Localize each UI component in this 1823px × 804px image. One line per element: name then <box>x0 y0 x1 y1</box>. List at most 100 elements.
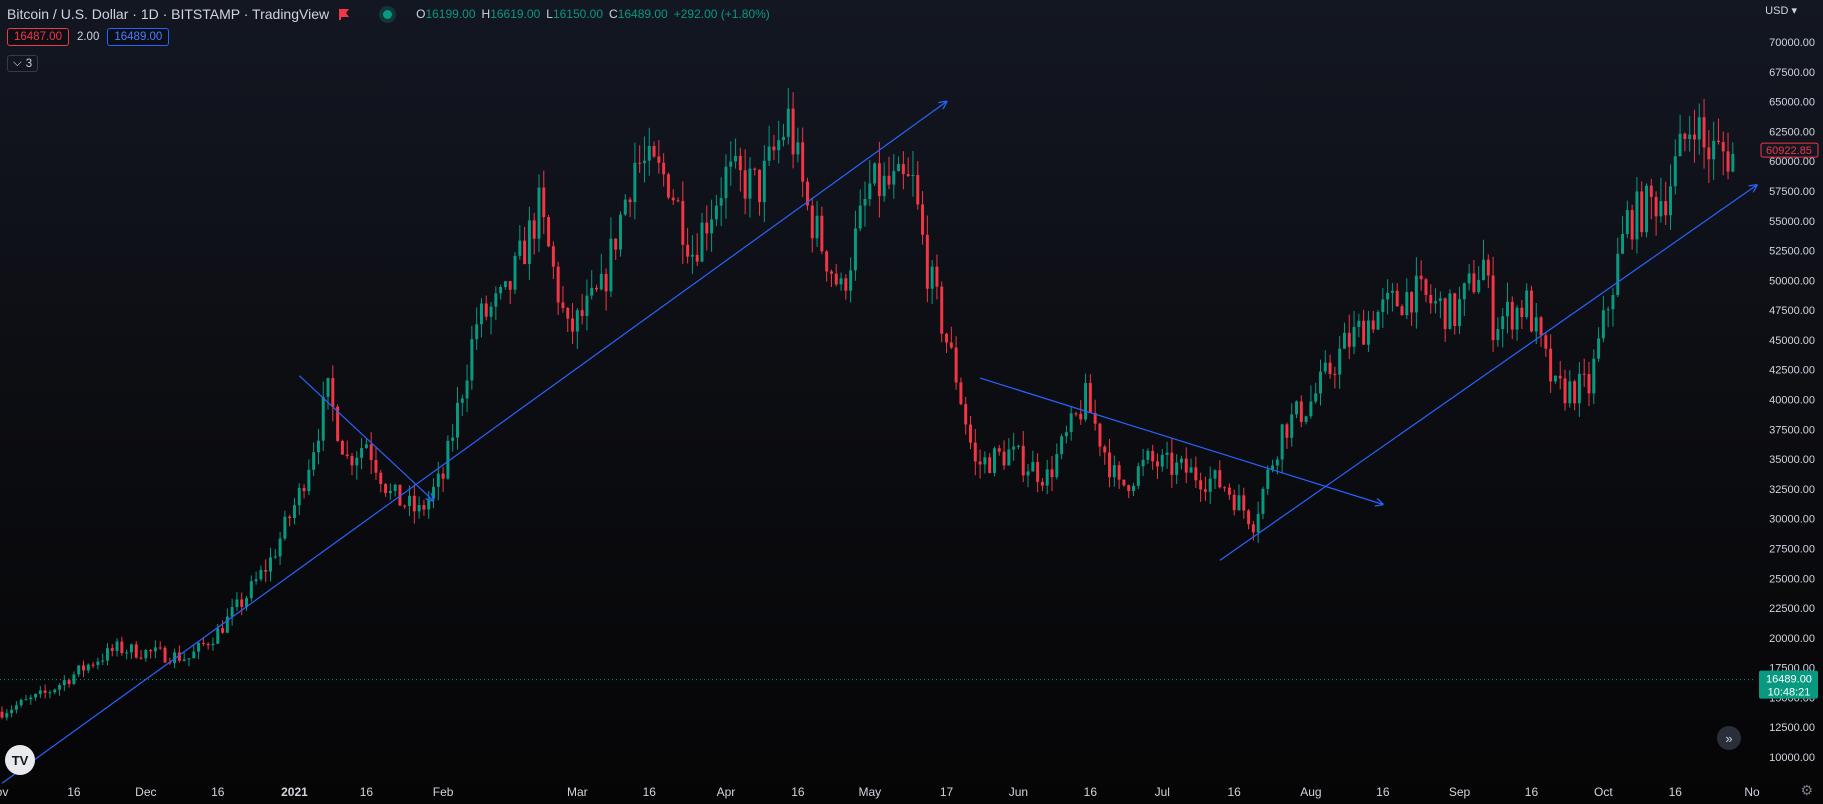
candle-body <box>969 424 972 443</box>
candle-body <box>168 662 172 664</box>
candle-body <box>1223 487 1227 489</box>
candle-body <box>1136 466 1140 486</box>
candle-body <box>1031 462 1035 472</box>
candle-body <box>216 628 220 644</box>
candle-body <box>671 197 675 201</box>
candle-body <box>1319 371 1322 394</box>
candle-body <box>992 448 996 473</box>
sell-button[interactable]: 16487.00 <box>7 28 69 46</box>
candle-body <box>427 498 431 510</box>
y-tick-label: 52500.00 <box>1769 246 1815 258</box>
current-price-label: 16489.00 <box>1766 674 1812 686</box>
candle-body <box>1525 290 1529 318</box>
x-tick-label: No <box>1744 785 1760 799</box>
y-tick-label: 40000.00 <box>1769 395 1815 407</box>
y-tick-label: 22500.00 <box>1769 603 1815 615</box>
candle-body <box>681 201 685 245</box>
candle-body <box>1443 298 1447 330</box>
candle-body <box>1117 465 1121 480</box>
candle-body <box>1108 452 1112 478</box>
scroll-to-realtime-button[interactable]: » <box>1717 726 1741 750</box>
candle-body <box>825 251 829 272</box>
candle-body <box>321 396 325 441</box>
candle-body <box>997 448 1001 452</box>
candle-body <box>1400 306 1404 316</box>
candle-body <box>336 406 340 441</box>
candle-body <box>499 287 503 294</box>
candle-body <box>1448 293 1452 330</box>
candle-body <box>1218 470 1222 488</box>
x-tick-label: 16 <box>791 785 805 799</box>
candle-body <box>585 295 589 317</box>
candle-body <box>417 505 421 512</box>
candle-body <box>1112 465 1116 478</box>
candle-body <box>254 579 258 582</box>
candle-body <box>1007 449 1011 466</box>
candle-body <box>1467 273 1471 284</box>
y-tick-label: 50000.00 <box>1769 275 1815 287</box>
candle-body <box>940 286 944 334</box>
change-value: +292.00 (+1.80%) <box>673 7 770 21</box>
candle-body <box>1692 134 1696 140</box>
candle-body <box>983 457 987 465</box>
candle-body <box>1098 423 1102 447</box>
candle-body <box>815 215 819 239</box>
candle-body <box>360 448 364 458</box>
candle-body <box>1084 382 1088 420</box>
candle-body <box>614 238 618 250</box>
candle-body <box>724 166 728 199</box>
currency-select[interactable]: USD ▾ <box>1765 5 1797 17</box>
candle-body <box>1079 413 1083 420</box>
candle-body <box>1357 320 1361 327</box>
candle-body <box>1012 446 1016 450</box>
candle-body <box>1347 332 1351 347</box>
candle-body <box>1040 481 1044 486</box>
candle-body <box>412 495 416 512</box>
candle-body <box>77 665 81 675</box>
candle-body <box>129 644 133 653</box>
candle-body <box>1376 311 1380 330</box>
candle-body <box>134 644 138 658</box>
symbol-header: Bitcoin / U.S. Dollar · 1D · BITSTAMP · … <box>7 4 770 24</box>
tradingview-logo-icon[interactable]: TV <box>5 745 35 775</box>
candle-body <box>211 643 215 646</box>
current-price-badge <box>1759 670 1818 699</box>
candle-body <box>441 473 445 479</box>
symbol-title[interactable]: Bitcoin / U.S. Dollar · 1D · BITSTAMP · … <box>7 6 330 22</box>
candle-body <box>801 142 805 182</box>
candle-body <box>422 505 426 510</box>
buy-button[interactable]: 16489.00 <box>107 28 170 46</box>
candle-body <box>556 266 560 303</box>
candle-body <box>666 174 670 198</box>
candle-body <box>1251 524 1255 533</box>
gear-icon[interactable]: ⚙ <box>1800 782 1813 798</box>
candle-body <box>1016 445 1020 447</box>
candle-body <box>1179 458 1183 463</box>
candle-body <box>269 557 272 572</box>
candle-body <box>1314 393 1318 402</box>
y-tick-label: 60000.00 <box>1769 156 1815 168</box>
candle-body <box>1410 292 1414 313</box>
candle-body <box>897 163 901 171</box>
candle-body <box>82 665 85 671</box>
candle-body <box>1256 513 1260 533</box>
x-tick-label: Jul <box>1155 785 1170 799</box>
candle-body <box>1649 185 1653 197</box>
candle-body <box>1573 381 1577 404</box>
candle-body <box>149 650 153 652</box>
candle-body <box>1175 462 1179 475</box>
indicators-toggle[interactable]: ⌵ 3 <box>7 55 39 72</box>
y-tick-label: 30000.00 <box>1769 514 1815 526</box>
candle-body <box>96 661 100 665</box>
flag-icon[interactable] <box>339 8 350 20</box>
candle-body <box>1208 478 1212 492</box>
candle-body <box>451 437 455 441</box>
candle-body <box>1731 153 1735 172</box>
candle-body <box>173 652 177 664</box>
candle-body <box>705 222 709 234</box>
y-tick-label: 37500.00 <box>1769 424 1815 436</box>
candle-body <box>1290 414 1294 438</box>
candle-body <box>1194 467 1198 481</box>
candle-body <box>1064 432 1068 437</box>
